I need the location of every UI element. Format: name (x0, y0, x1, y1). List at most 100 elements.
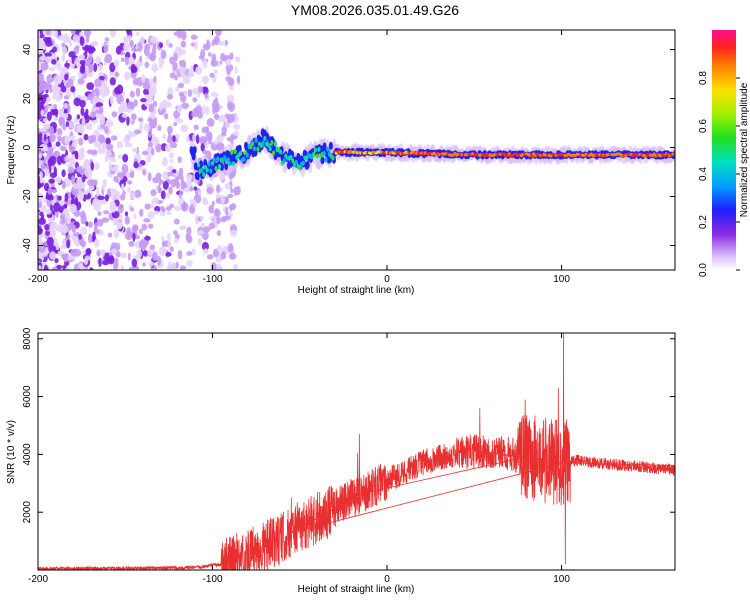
spectrogram-ridge-core (224, 162, 229, 171)
spectrogram-cell (187, 89, 193, 97)
spectrogram-cell (62, 46, 68, 55)
spectrogram-cell (165, 39, 170, 47)
spectrogram-cell (94, 87, 100, 94)
spectrogram-cell (38, 73, 45, 83)
spectrogram-cell (98, 63, 103, 72)
spectrogram-cell (94, 162, 100, 170)
spectrogram-cell (218, 171, 226, 182)
spectrogram-cell (63, 253, 69, 263)
spectrogram-cell (48, 244, 53, 253)
spectrogram-cell (75, 45, 80, 50)
spectrogram-ridge-peak (242, 156, 246, 162)
spectrogram-cell (84, 45, 89, 54)
spectrogram-cell (98, 105, 104, 115)
spectrogram-cell (70, 249, 78, 257)
spectrogram-ridge-peak (298, 165, 302, 171)
spectrogram-cell (89, 267, 94, 270)
spectrogram-cell (230, 188, 234, 194)
spectrogram-cell (205, 105, 210, 116)
spectrogram-cell (133, 267, 140, 270)
spectrogram-cell (234, 65, 238, 74)
spectrogram-cell (141, 150, 149, 156)
spectrogram-cell (80, 214, 87, 225)
spectrogram-cell (150, 148, 155, 156)
spectrogram-cell (70, 30, 76, 36)
spectrogram-cell (143, 123, 150, 132)
spectrogram-cell (73, 182, 78, 190)
spectrogram-cell (197, 86, 204, 94)
spectrogram-cell (124, 134, 131, 144)
spectrogram-cell (38, 127, 41, 133)
x-tick-label: 100 (553, 274, 570, 285)
spectrogram-cell (45, 40, 53, 47)
snr-plot-area (38, 333, 675, 570)
spectrogram-cell (57, 195, 62, 201)
spectrogram-cell (38, 132, 43, 141)
spectrogram-cell (59, 145, 67, 152)
spectrogram-cell (158, 246, 167, 257)
spectrogram-cell (54, 74, 63, 85)
spectrogram-cell (63, 199, 71, 205)
spectrogram-cell (234, 56, 241, 63)
spectrogram-cell (173, 218, 180, 225)
spectrogram-cell (65, 120, 69, 128)
spectrogram-cell (69, 203, 77, 213)
spectrogram-cell (149, 36, 158, 44)
spectrogram-cell (116, 222, 123, 230)
spectrogram-cell (113, 59, 120, 68)
spectrogram-ridge-peak (331, 155, 335, 161)
spectrogram-cell (60, 67, 65, 78)
spectrogram-cell (83, 30, 92, 38)
spectrogram-ridge-core (237, 144, 242, 153)
spectrogram-cell (105, 149, 112, 158)
spectrogram-cell (38, 30, 41, 39)
spectrogram-cell (166, 93, 174, 100)
spectrogram-cell (164, 113, 169, 120)
spectrogram-cell (43, 133, 47, 141)
spectrogram-cell (61, 169, 66, 178)
spectrogram-cell (216, 184, 221, 194)
spectrogram-cell (101, 217, 110, 223)
spectrogram-cell (173, 230, 178, 236)
spectrogram-cell (224, 39, 228, 47)
spectrogram-cell (179, 60, 183, 65)
spectrogram-cell (58, 116, 65, 125)
spectrogram-ridge-peak (231, 161, 236, 167)
spectrogram-cell (85, 34, 90, 44)
spectrogram-cell (200, 143, 205, 152)
spectrogram-cell (64, 62, 70, 68)
spectrogram-cell (152, 176, 160, 184)
spectrogram-ridge-peak (210, 160, 215, 166)
spectrogram-cell (86, 59, 91, 68)
spectrogram-ridge-peak (251, 141, 255, 147)
spectrogram-cell (147, 141, 153, 148)
spectrogram-cell (202, 59, 208, 69)
spectrogram-cell (227, 193, 234, 199)
spectrogram-cell (69, 160, 76, 168)
spectrogram-cell (111, 157, 116, 163)
spectrogram-cell (124, 71, 131, 80)
spectrogram-cell (180, 40, 187, 48)
spectrogram-cell (195, 134, 200, 145)
spectrogram-cell (81, 163, 86, 170)
colorbar-tick-label: 0.8 (698, 71, 709, 85)
spectrogram-ridge-peak (282, 158, 286, 164)
spectrogram-cell (51, 188, 58, 194)
spectrogram-cell (160, 190, 166, 200)
spectrogram-cell (147, 132, 152, 138)
spectrogram-cell (110, 135, 118, 141)
spectrogram-cell (155, 143, 162, 153)
colorbar-tick-label: 0.6 (698, 119, 709, 133)
spectrogram-cell (128, 117, 133, 123)
spectrogram-cell (152, 100, 158, 108)
spectrogram-cell (178, 49, 187, 56)
spectrogram-ridge-peak (196, 162, 201, 168)
spectrogram-ridge-peak (301, 160, 305, 166)
spectrogram-cell (228, 77, 235, 86)
y-tick-label: 0 (22, 144, 33, 150)
spectrogram-cell (191, 87, 199, 95)
spectrogram-cell (186, 226, 192, 236)
spectrogram-cell (114, 242, 121, 251)
spectrogram-cell (217, 244, 222, 253)
